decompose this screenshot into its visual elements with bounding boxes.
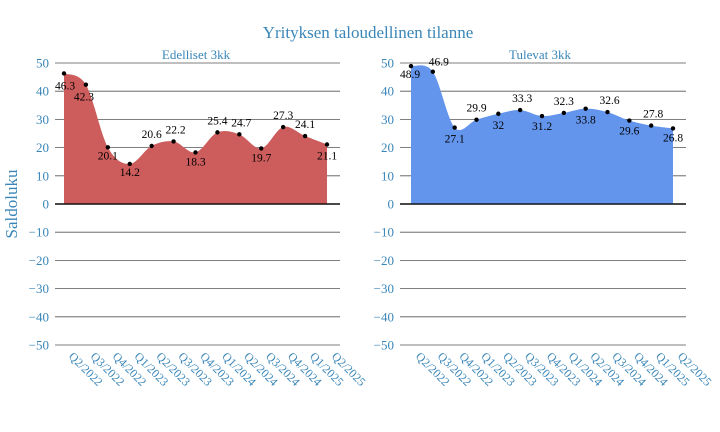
data-label: 24.7: [231, 117, 251, 129]
data-label: 21.1: [317, 150, 337, 162]
y-tick-label: 40: [36, 84, 49, 99]
y-tick-label: −50: [374, 338, 394, 353]
panel-title: Tulevat 3kk: [509, 47, 571, 62]
data-label: 33.8: [576, 115, 596, 127]
y-tick-label: −10: [374, 225, 394, 240]
data-label: 20.6: [142, 129, 162, 141]
y-tick-label: 30: [381, 112, 394, 127]
panel-2: Tulevat 3kk 50 40 30 20 10 0 −10 −20 −30 −40 −50 48.…: [374, 47, 715, 389]
panel-1: Edelliset 3kk 50 40 30 20 10 0 −10 −20 −30 −40 −50 4…: [29, 47, 369, 389]
data-label: 14.2: [120, 167, 140, 179]
data-point: [127, 161, 132, 167]
data-label: 22.2: [166, 124, 186, 136]
data-label: 19.7: [251, 152, 271, 164]
y-tick-label: 20: [36, 140, 49, 155]
y-tick-label: −30: [374, 281, 394, 296]
data-point: [105, 145, 111, 150]
data-point: [627, 118, 632, 123]
y-axis-label: Saldoluku: [2, 169, 21, 238]
data-label: 42.3: [74, 92, 94, 104]
chart-title: Yrityksen taloudellinen tilanne: [263, 23, 474, 42]
data-label: 26.8: [663, 132, 683, 144]
y-tick-label: 0: [43, 197, 50, 212]
data-label: 33.3: [512, 93, 532, 105]
y-tick-label: 50: [381, 56, 394, 71]
y-tick-label: 40: [381, 84, 394, 99]
data-label: 29.6: [619, 126, 639, 138]
data-point: [605, 109, 610, 115]
data-label: 32.3: [554, 96, 574, 108]
y-tick-label: −40: [374, 309, 394, 324]
y-tick-label: −10: [29, 225, 49, 240]
y-tick-label: 30: [36, 112, 49, 127]
data-label: 25.4: [207, 115, 227, 127]
data-point: [302, 133, 308, 139]
data-point: [61, 71, 67, 76]
data-label: 46.9: [429, 57, 449, 69]
data-label: 32.6: [599, 95, 619, 107]
data-label: 27.8: [643, 109, 663, 121]
y-tick-label: −40: [29, 309, 49, 324]
data-point: [496, 111, 501, 116]
data-point: [324, 142, 330, 147]
data-point: [474, 117, 479, 122]
data-label: 20.1: [98, 150, 118, 162]
data-point: [452, 125, 457, 130]
y-tick-label: −30: [29, 281, 49, 296]
data-label: 18.3: [185, 156, 205, 168]
data-point: [517, 107, 523, 113]
y-tick-label: 10: [36, 168, 49, 183]
data-point: [539, 113, 545, 119]
data-label: 46.3: [55, 80, 75, 92]
data-point: [583, 106, 588, 111]
data-point: [149, 143, 154, 149]
data-point: [193, 150, 198, 155]
series-area: [411, 65, 673, 204]
y-tick-label: −50: [29, 338, 49, 353]
data-label: 27.3: [273, 110, 293, 122]
data-point: [215, 130, 220, 135]
data-label: 24.1: [295, 119, 315, 131]
data-point: [408, 63, 414, 69]
data-point: [83, 82, 89, 87]
data-point: [561, 110, 567, 116]
data-label: 48.9: [400, 69, 420, 81]
data-point: [430, 69, 436, 74]
y-tick-label: 10: [381, 168, 394, 183]
y-tick-label: 50: [36, 56, 49, 71]
y-tick-label: 20: [381, 140, 394, 155]
data-label: 27.1: [445, 134, 465, 146]
data-label: 32: [493, 120, 505, 132]
data-label: 29.9: [466, 103, 486, 115]
y-tick-label: 0: [388, 197, 395, 212]
data-point: [280, 124, 286, 130]
data-point: [171, 139, 176, 144]
y-tick-label: −20: [374, 253, 394, 268]
panel-title: Edelliset 3kk: [162, 47, 231, 62]
y-tick-label: −20: [29, 253, 49, 268]
data-label: 31.2: [532, 121, 552, 133]
data-point: [259, 146, 264, 151]
chart-panels: Edelliset 3kk 50 40 30 20 10 0 −10 −20 −30 −40 −50 4…: [29, 47, 715, 389]
series-area: [64, 73, 327, 205]
data-point: [670, 126, 676, 131]
data-point: [237, 132, 242, 137]
data-point: [648, 123, 654, 128]
